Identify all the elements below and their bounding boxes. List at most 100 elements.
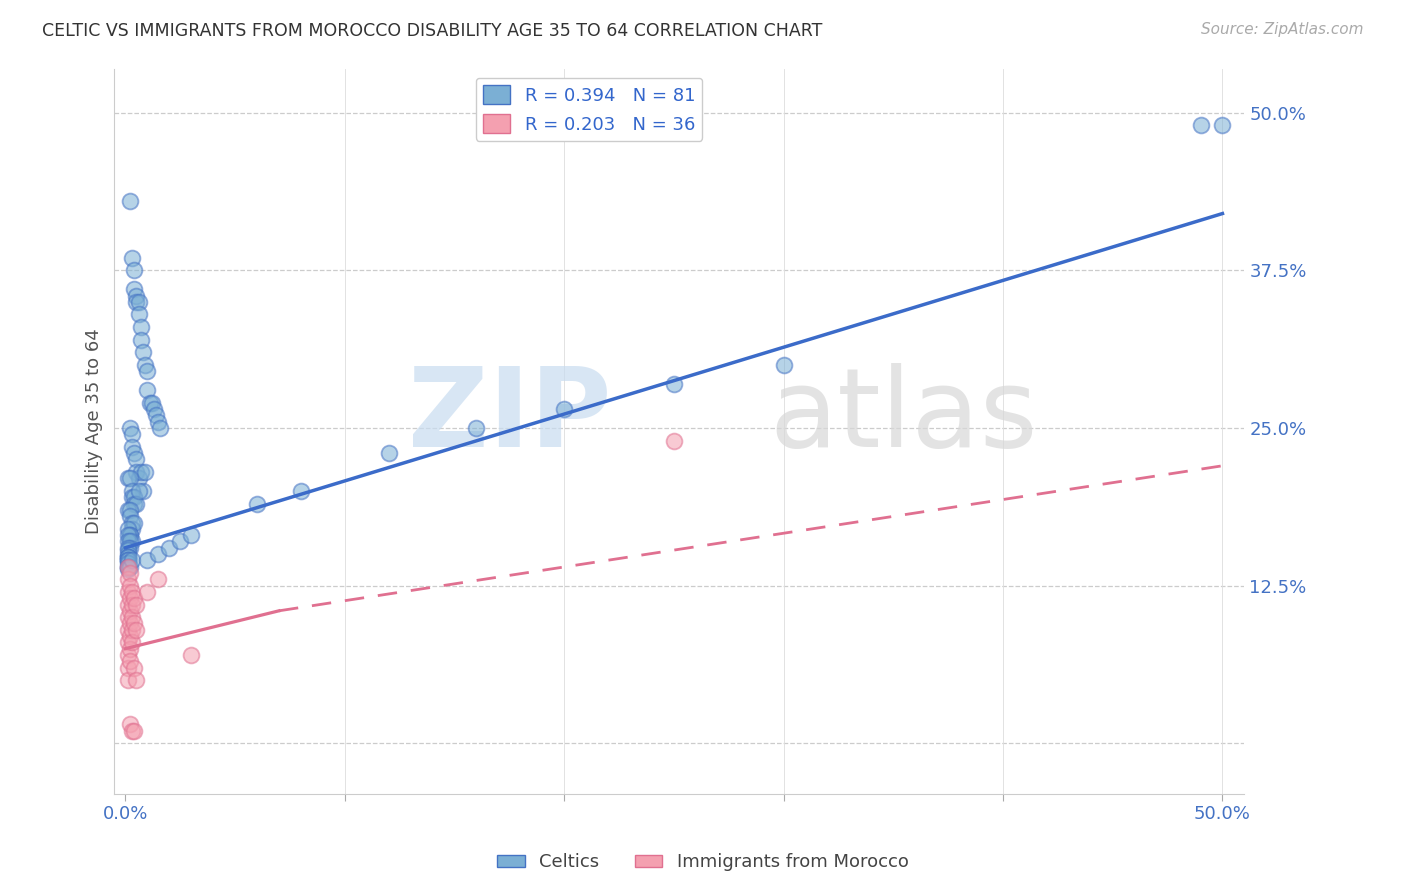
Point bbox=[118, 717, 141, 731]
Point bbox=[117, 585, 139, 599]
Point bbox=[129, 465, 152, 479]
Point bbox=[117, 547, 139, 561]
Point bbox=[118, 591, 141, 606]
Point bbox=[117, 559, 139, 574]
Point bbox=[117, 648, 139, 662]
Point bbox=[122, 723, 145, 738]
Point bbox=[117, 562, 139, 576]
Point bbox=[121, 635, 143, 649]
Point bbox=[118, 629, 141, 643]
Point bbox=[148, 415, 170, 429]
Point bbox=[118, 541, 141, 555]
Point bbox=[118, 534, 141, 549]
Point bbox=[246, 497, 269, 511]
Point bbox=[1189, 118, 1212, 132]
Point bbox=[117, 673, 139, 688]
Point bbox=[145, 409, 167, 423]
Point bbox=[122, 616, 145, 631]
Point bbox=[117, 559, 139, 574]
Point bbox=[122, 282, 145, 296]
Point bbox=[121, 723, 143, 738]
Point bbox=[125, 288, 148, 302]
Point bbox=[180, 648, 202, 662]
Point bbox=[118, 604, 141, 618]
Point bbox=[117, 549, 139, 564]
Point bbox=[122, 591, 145, 606]
Point bbox=[122, 491, 145, 505]
Point bbox=[662, 376, 685, 391]
Point bbox=[662, 434, 685, 448]
Point bbox=[118, 559, 141, 574]
Point bbox=[121, 440, 143, 454]
Point bbox=[117, 541, 139, 555]
Point bbox=[148, 547, 170, 561]
Point bbox=[117, 559, 139, 574]
Point bbox=[121, 522, 143, 536]
Point bbox=[148, 572, 170, 586]
Point bbox=[122, 446, 145, 460]
Point bbox=[128, 471, 150, 485]
Point bbox=[121, 251, 143, 265]
Point bbox=[118, 654, 141, 668]
Point bbox=[121, 534, 143, 549]
Point bbox=[138, 395, 160, 409]
Point bbox=[125, 452, 148, 467]
Text: CELTIC VS IMMIGRANTS FROM MOROCCO DISABILITY AGE 35 TO 64 CORRELATION CHART: CELTIC VS IMMIGRANTS FROM MOROCCO DISABI… bbox=[42, 22, 823, 40]
Text: ZIP: ZIP bbox=[408, 363, 612, 470]
Point bbox=[117, 610, 139, 624]
Point bbox=[290, 483, 312, 498]
Point bbox=[117, 549, 139, 564]
Point bbox=[122, 497, 145, 511]
Point bbox=[117, 528, 139, 542]
Point bbox=[117, 471, 139, 485]
Point bbox=[117, 553, 139, 567]
Point bbox=[121, 516, 143, 530]
Point bbox=[180, 528, 202, 542]
Point bbox=[121, 427, 143, 442]
Point bbox=[117, 534, 139, 549]
Point bbox=[157, 541, 180, 555]
Point bbox=[129, 333, 152, 347]
Point bbox=[121, 483, 143, 498]
Point bbox=[141, 395, 163, 409]
Point bbox=[117, 598, 139, 612]
Point bbox=[125, 294, 148, 309]
Point bbox=[128, 294, 150, 309]
Text: Source: ZipAtlas.com: Source: ZipAtlas.com bbox=[1201, 22, 1364, 37]
Point bbox=[136, 553, 159, 567]
Point bbox=[136, 585, 159, 599]
Point bbox=[121, 610, 143, 624]
Point bbox=[117, 660, 139, 674]
Point bbox=[118, 471, 141, 485]
Point bbox=[117, 556, 139, 570]
Point bbox=[118, 578, 141, 592]
Point bbox=[134, 465, 156, 479]
Point bbox=[125, 673, 148, 688]
Point bbox=[125, 497, 148, 511]
Point bbox=[118, 509, 141, 524]
Point bbox=[129, 320, 152, 334]
Point bbox=[121, 623, 143, 637]
Point bbox=[125, 598, 148, 612]
Point bbox=[132, 345, 155, 359]
Point bbox=[117, 522, 139, 536]
Point bbox=[117, 553, 139, 567]
Point bbox=[121, 585, 143, 599]
Point bbox=[465, 421, 488, 435]
Point bbox=[553, 402, 575, 417]
Point bbox=[117, 549, 139, 564]
Point bbox=[1211, 118, 1233, 132]
Point bbox=[132, 483, 155, 498]
Point bbox=[118, 528, 141, 542]
Point bbox=[118, 641, 141, 656]
Point bbox=[118, 421, 141, 435]
Point bbox=[117, 503, 139, 517]
Point bbox=[117, 553, 139, 567]
Text: atlas: atlas bbox=[770, 363, 1038, 470]
Point bbox=[122, 660, 145, 674]
Point bbox=[117, 572, 139, 586]
Point bbox=[121, 491, 143, 505]
Point bbox=[377, 446, 399, 460]
Point bbox=[125, 465, 148, 479]
Point bbox=[134, 358, 156, 372]
